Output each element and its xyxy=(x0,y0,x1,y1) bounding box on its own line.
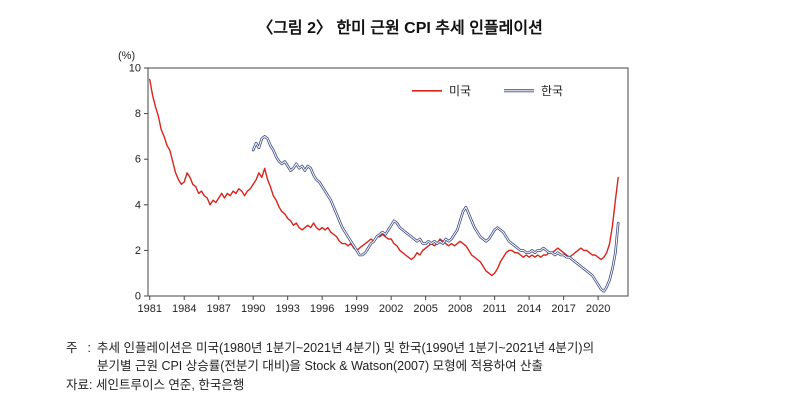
chart-area: 0 2 4 6 8 10 1981 1984 1987 1990 1993 1996 1999 2002 2… xyxy=(0,44,800,331)
svg-text:2005: 2005 xyxy=(413,303,437,315)
svg-text:1993: 1993 xyxy=(275,303,299,315)
svg-text:2: 2 xyxy=(135,245,141,257)
note-colon: : xyxy=(87,341,91,355)
svg-text:1984: 1984 xyxy=(172,303,196,315)
svg-text:1999: 1999 xyxy=(344,303,368,315)
svg-text:2008: 2008 xyxy=(448,303,472,315)
svg-text:2017: 2017 xyxy=(551,303,575,315)
note-line-2: 분기별 근원 CPI 상승률(전분기 대비)을 Stock & Watson(2… xyxy=(97,359,544,374)
note-row: 주 : 추세 인플레이션은 미국(1980년 1분기~2021년 4분기) 및 … xyxy=(66,339,800,375)
svg-text:6: 6 xyxy=(135,154,141,166)
cpi-trend-line-chart: 0 2 4 6 8 10 1981 1984 1987 1990 1993 1996 1999 2002 2… xyxy=(118,50,629,315)
note-label: 주 xyxy=(66,341,78,355)
svg-text:미국: 미국 xyxy=(449,84,471,98)
svg-text:한국: 한국 xyxy=(541,84,563,98)
svg-text:2011: 2011 xyxy=(483,303,507,315)
source-text: 자료: 세인트루이스 연준, 한국은행 xyxy=(66,378,245,393)
svg-text:1990: 1990 xyxy=(241,303,265,315)
chart-title: 〈그림 2〉 한미 근원 CPI 추세 인플레이션 xyxy=(257,20,543,37)
svg-text:8: 8 xyxy=(135,108,141,120)
svg-text:2002: 2002 xyxy=(379,303,403,315)
note-text: 추세 인플레이션은 미국(1980년 1분기~2021년 4분기) 및 한국(1… xyxy=(97,339,800,375)
svg-text:2020: 2020 xyxy=(586,303,610,315)
svg-text:4: 4 xyxy=(135,199,141,211)
svg-text:10: 10 xyxy=(129,63,141,75)
note-line-1: 추세 인플레이션은 미국(1980년 1분기~2021년 4분기) 및 한국(1… xyxy=(97,341,595,355)
svg-text:(%): (%) xyxy=(118,50,135,62)
svg-text:2014: 2014 xyxy=(517,303,541,315)
svg-text:1987: 1987 xyxy=(206,303,230,315)
svg-text:1981: 1981 xyxy=(137,303,161,315)
svg-text:0: 0 xyxy=(135,291,141,303)
svg-text:1996: 1996 xyxy=(310,303,334,315)
figure-notes: 주 : 추세 인플레이션은 미국(1980년 1분기~2021년 4분기) 및 … xyxy=(66,339,800,394)
